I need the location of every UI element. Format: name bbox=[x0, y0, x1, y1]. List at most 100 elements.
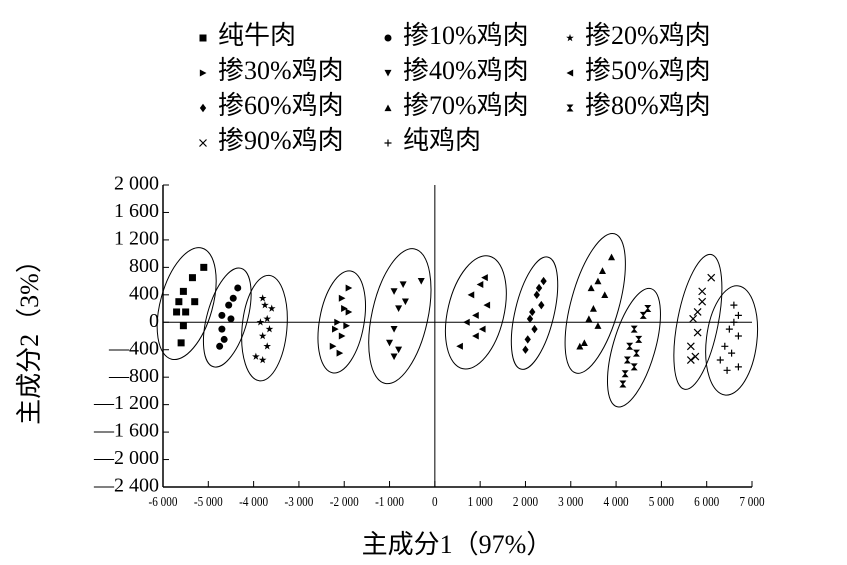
point bbox=[630, 363, 638, 371]
y-tick-label: —1 200 bbox=[93, 392, 159, 414]
point bbox=[535, 283, 543, 293]
point bbox=[576, 342, 584, 350]
y-tick-label: —2 400 bbox=[93, 475, 159, 497]
x-tick-label: 7 000 bbox=[739, 494, 764, 509]
point bbox=[467, 291, 475, 299]
point bbox=[639, 311, 647, 319]
point bbox=[691, 352, 700, 361]
point bbox=[580, 339, 588, 347]
legend-label: 掺60%鸡肉 bbox=[218, 91, 344, 120]
point bbox=[173, 308, 181, 316]
point bbox=[179, 322, 187, 330]
legend-label: 掺90%鸡肉 bbox=[218, 126, 344, 155]
legend-label: 掺40%鸡肉 bbox=[403, 56, 529, 85]
point bbox=[686, 342, 695, 351]
point bbox=[635, 335, 643, 343]
point bbox=[693, 328, 702, 337]
point bbox=[218, 311, 226, 319]
point bbox=[191, 298, 199, 306]
point bbox=[338, 294, 346, 302]
x-tick-label: 4 000 bbox=[603, 494, 628, 509]
legend-label: 掺80%鸡肉 bbox=[585, 91, 711, 120]
point bbox=[716, 356, 724, 364]
x-tick-label: 1 000 bbox=[468, 494, 493, 509]
legend-label: 掺20%鸡肉 bbox=[585, 21, 711, 50]
point bbox=[401, 298, 409, 306]
y-tick-label: —2 000 bbox=[93, 447, 159, 469]
point bbox=[179, 287, 187, 295]
x-tick-label: -5 000 bbox=[194, 494, 223, 509]
point bbox=[589, 305, 597, 312]
y-tick-label: 400 bbox=[129, 282, 159, 304]
point bbox=[734, 363, 742, 371]
legend-marker bbox=[566, 69, 574, 77]
legend-label: 掺10%鸡肉 bbox=[403, 21, 529, 50]
point bbox=[594, 277, 602, 285]
y-tick-label: 2 000 bbox=[114, 173, 159, 195]
point bbox=[734, 332, 742, 340]
legend-marker bbox=[566, 104, 574, 112]
point bbox=[343, 322, 350, 330]
group-ellipse bbox=[241, 274, 288, 382]
point bbox=[531, 324, 538, 334]
point bbox=[693, 308, 702, 316]
point bbox=[585, 315, 593, 322]
legend-marker bbox=[199, 139, 207, 147]
point bbox=[472, 311, 479, 319]
x-axis-title: 主成分1（97%） bbox=[362, 530, 553, 559]
legend-label: 掺50%鸡肉 bbox=[585, 56, 711, 85]
point bbox=[234, 284, 242, 292]
point bbox=[334, 318, 341, 326]
point bbox=[734, 311, 742, 319]
group-ellipse bbox=[673, 253, 723, 390]
x-tick-label: -3 000 bbox=[284, 494, 313, 509]
point bbox=[730, 301, 738, 309]
point bbox=[225, 301, 233, 309]
point bbox=[263, 342, 272, 350]
point bbox=[332, 325, 339, 333]
point bbox=[329, 342, 337, 350]
x-tick-label: -6 000 bbox=[149, 494, 178, 509]
point bbox=[630, 325, 638, 333]
legend-marker bbox=[566, 33, 574, 42]
point bbox=[399, 281, 407, 289]
group-ellipse bbox=[606, 287, 661, 408]
point bbox=[338, 332, 346, 340]
legend-marker bbox=[384, 34, 392, 42]
point bbox=[227, 315, 235, 323]
x-tick-label: 3 000 bbox=[558, 494, 583, 509]
point bbox=[478, 325, 486, 333]
point bbox=[540, 276, 547, 286]
point bbox=[632, 349, 640, 357]
point bbox=[707, 273, 716, 282]
y-tick-label: 800 bbox=[129, 255, 159, 277]
point bbox=[533, 290, 540, 300]
point bbox=[336, 349, 344, 357]
point bbox=[524, 335, 531, 344]
y-tick-label: 1 200 bbox=[114, 228, 159, 250]
point bbox=[258, 355, 267, 364]
point bbox=[252, 352, 260, 360]
point bbox=[472, 332, 479, 340]
legend-marker bbox=[199, 69, 207, 77]
x-tick-label: 6 000 bbox=[694, 494, 719, 509]
y-tick-label: —1 600 bbox=[93, 420, 159, 442]
point bbox=[686, 356, 695, 364]
point bbox=[698, 287, 707, 296]
point bbox=[689, 314, 698, 323]
point bbox=[256, 318, 265, 326]
y-tick-label: 0 bbox=[149, 310, 159, 332]
legend-label: 掺30%鸡肉 bbox=[218, 56, 344, 85]
group-ellipse bbox=[317, 270, 366, 374]
point bbox=[725, 325, 733, 333]
point bbox=[341, 305, 348, 313]
x-tick-label: -1 000 bbox=[375, 494, 404, 509]
point bbox=[395, 305, 403, 313]
point bbox=[390, 288, 398, 295]
legend-marker bbox=[384, 104, 392, 112]
legend-marker bbox=[384, 139, 392, 147]
point bbox=[390, 325, 398, 333]
point bbox=[481, 274, 488, 282]
group-ellipse bbox=[368, 248, 432, 385]
legend-label: 纯鸡肉 bbox=[403, 126, 481, 155]
